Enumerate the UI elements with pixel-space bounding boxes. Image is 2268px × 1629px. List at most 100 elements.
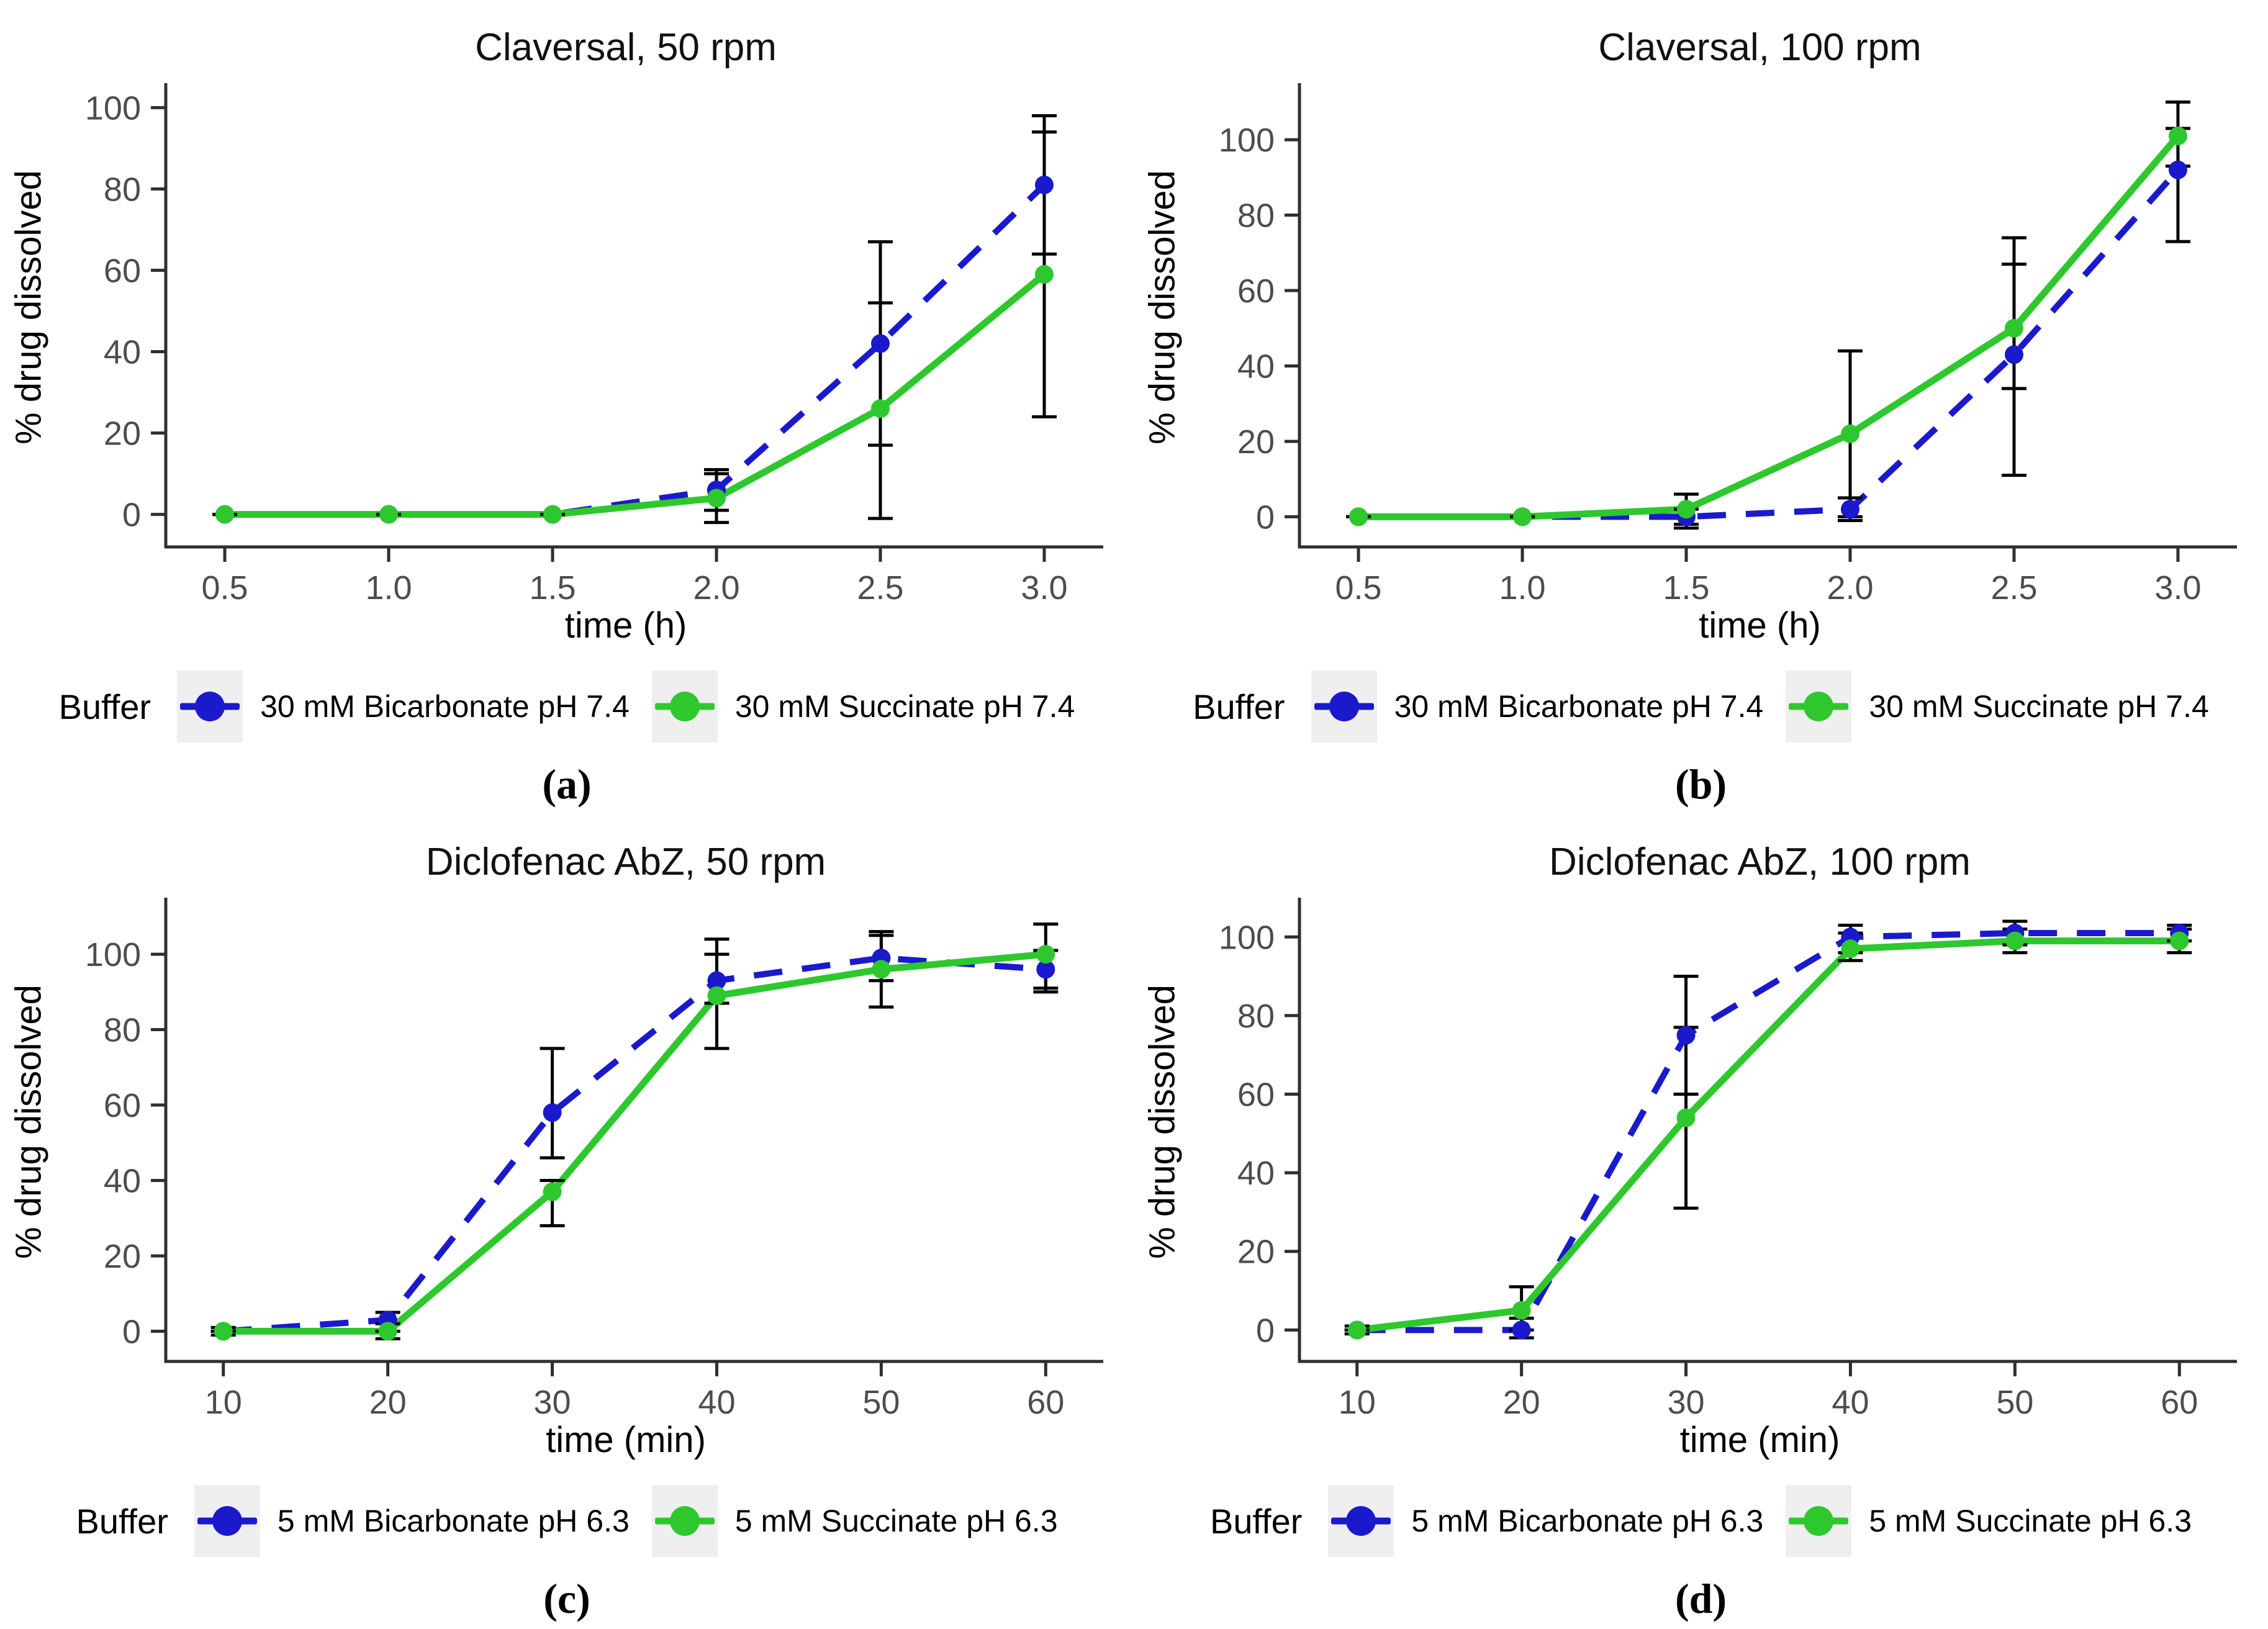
legend-key-succinate-icon [651, 670, 718, 742]
svg-text:20: 20 [104, 1238, 141, 1275]
series-line-0 [223, 955, 1046, 1335]
series-line-0 [1357, 929, 2180, 1333]
svg-text:100: 100 [1219, 919, 1275, 956]
series-line-0 [1358, 168, 2180, 520]
plot-row-b: % drug dissolved 0.5 1.0 1.5 2.0 2.5 3.0 0 20 40… [1134, 72, 2268, 607]
y-axis-label-wrap-a: % drug dissolved [0, 72, 57, 607]
svg-text:2.0: 2.0 [693, 569, 739, 607]
chart-a-canvas: 0.5 1.0 1.5 2.0 2.5 3.0 0 20 40 60 80 100 [57, 72, 1113, 607]
svg-text:40: 40 [1237, 348, 1275, 385]
svg-text:0.5: 0.5 [1335, 569, 1381, 607]
legend-label-succinate-b: 30 mM Succinate pH 7.4 [1869, 689, 2209, 724]
error-bars-0 [212, 114, 1057, 517]
series-line-1 [223, 950, 1046, 1335]
legend-item-bicarbonate-d: 5 mM Bicarbonate pH 6.3 [1328, 1485, 1763, 1557]
series-line-1 [225, 271, 1047, 518]
svg-text:0: 0 [122, 1313, 141, 1350]
legend-item-bicarbonate-b: 30 mM Bicarbonate pH 7.4 [1311, 670, 1764, 742]
legend-label-succinate-c: 5 mM Succinate pH 6.3 [734, 1504, 1058, 1538]
svg-text:1.0: 1.0 [365, 569, 412, 607]
panel-letter-b: (b) [1674, 760, 1727, 808]
panel-c: Diclofenac AbZ, 50 rpm % drug dissolved … [0, 814, 1134, 1629]
plot-row-d: % drug dissolved 10 20 30 40 50 60 0 20 40 60 80 10… [1134, 887, 2268, 1422]
legend-c: Buffer 5 mM Bicarbonate pH 6.3 5 mM Succ… [0, 1484, 1134, 1558]
chart-c-canvas: 10 20 30 40 50 60 0 20 40 60 80 100 [57, 887, 1113, 1422]
legend-label-bicarbonate-d: 5 mM Bicarbonate pH 6.3 [1411, 1504, 1764, 1538]
legend-title-d: Buffer [1209, 1501, 1303, 1541]
legend-a: Buffer 30 mM Bicarbonate pH 7.4 30 mM Su… [0, 669, 1134, 744]
legend-d: Buffer 5 mM Bicarbonate pH 6.3 5 mM Succ… [1134, 1484, 2268, 1558]
axes: 10 20 30 40 50 60 0 20 40 60 80 100 [85, 898, 1103, 1421]
plot-svg-d: 10 20 30 40 50 60 0 20 40 60 80 100 [1219, 898, 2237, 1421]
legend-item-bicarbonate-c: 5 mM Bicarbonate pH 6.3 [194, 1485, 630, 1557]
svg-text:30: 30 [1668, 1384, 1705, 1421]
legend-title-c: Buffer [76, 1501, 168, 1541]
series-line-0 [225, 183, 1047, 518]
svg-text:20: 20 [1237, 423, 1275, 461]
error-bars-0 [1346, 127, 2190, 526]
legend-key-bicarbonate-icon [1311, 670, 1377, 742]
legend-title-b: Buffer [1193, 687, 1285, 726]
svg-text:1.5: 1.5 [529, 569, 576, 607]
x-axis-label-a: time (h) [564, 605, 687, 646]
axes: 0.5 1.0 1.5 2.0 2.5 3.0 0 20 40 60 80 100 [85, 83, 1103, 607]
svg-text:0: 0 [1256, 499, 1275, 536]
legend-item-succinate-d: 5 mM Succinate pH 6.3 [1786, 1485, 2192, 1557]
legend-item-bicarbonate-a: 30 mM Bicarbonate pH 7.4 [177, 670, 630, 742]
chart-title-d: Diclofenac AbZ, 100 rpm [1549, 841, 1971, 883]
legend-key-succinate-icon [1786, 670, 1852, 742]
legend-key-bicarbonate-icon [1328, 1485, 1394, 1557]
svg-text:80: 80 [104, 1012, 141, 1049]
svg-text:2.0: 2.0 [1827, 569, 1873, 607]
svg-text:10: 10 [1339, 1384, 1376, 1421]
panel-d: Diclofenac AbZ, 100 rpm % drug dissolved… [1134, 814, 2268, 1629]
svg-text:100: 100 [85, 89, 141, 127]
panel-letter-d: (d) [1674, 1575, 1727, 1622]
x-axis-label-c: time (min) [546, 1420, 706, 1460]
svg-text:60: 60 [104, 252, 141, 289]
svg-text:80: 80 [1237, 197, 1275, 235]
series-points-1 [1349, 127, 2187, 526]
series-points-1 [214, 945, 1055, 1341]
legend-item-succinate-c: 5 mM Succinate pH 6.3 [651, 1485, 1058, 1557]
legend-key-succinate-icon [651, 1485, 718, 1557]
svg-text:100: 100 [1219, 122, 1275, 159]
series-points-1 [1347, 931, 2189, 1340]
svg-text:20: 20 [104, 415, 141, 453]
legend-label-bicarbonate-c: 5 mM Bicarbonate pH 6.3 [277, 1504, 630, 1538]
svg-text:40: 40 [1237, 1155, 1275, 1192]
legend-label-bicarbonate-b: 30 mM Bicarbonate pH 7.4 [1394, 689, 1764, 724]
plot-svg-c: 10 20 30 40 50 60 0 20 40 60 80 100 [85, 898, 1103, 1421]
y-axis-label-wrap-d: % drug dissolved [1134, 887, 1191, 1422]
svg-text:0: 0 [122, 497, 141, 534]
series-points-0 [215, 175, 1054, 524]
y-axis-label-d: % drug dissolved [1142, 985, 1183, 1260]
series-points-1 [215, 264, 1054, 524]
svg-text:60: 60 [1027, 1384, 1064, 1421]
chart-title-c: Diclofenac AbZ, 50 rpm [425, 841, 826, 883]
plot-svg-b: 0.5 1.0 1.5 2.0 2.5 3.0 0 20 40 60 80 100 [1219, 83, 2237, 607]
svg-text:2.5: 2.5 [857, 569, 903, 607]
svg-text:0: 0 [1256, 1312, 1275, 1349]
series-points-0 [214, 949, 1055, 1341]
y-axis-label-a: % drug dissolved [8, 170, 49, 445]
svg-text:0.5: 0.5 [201, 569, 248, 607]
svg-text:1.5: 1.5 [1663, 569, 1709, 607]
legend-item-succinate-a: 30 mM Succinate pH 7.4 [651, 670, 1075, 742]
svg-text:3.0: 3.0 [2154, 569, 2201, 607]
svg-text:80: 80 [104, 171, 141, 208]
svg-text:50: 50 [862, 1384, 900, 1421]
svg-text:60: 60 [1237, 273, 1275, 310]
y-axis-label-wrap-b: % drug dissolved [1134, 72, 1191, 607]
legend-key-bicarbonate-icon [177, 670, 243, 742]
legend-item-succinate-b: 30 mM Succinate pH 7.4 [1786, 670, 2209, 742]
error-bars-1 [212, 130, 1057, 525]
error-bars-1 [1344, 927, 2192, 1336]
error-bars-1 [210, 923, 1059, 1341]
svg-text:40: 40 [698, 1384, 735, 1421]
series-line-1 [1357, 937, 2180, 1333]
svg-text:2.5: 2.5 [1990, 569, 2037, 607]
svg-text:60: 60 [104, 1087, 141, 1124]
plot-row-c: % drug dissolved 10 20 30 40 50 60 0 20 40 60 80 10… [0, 887, 1134, 1422]
